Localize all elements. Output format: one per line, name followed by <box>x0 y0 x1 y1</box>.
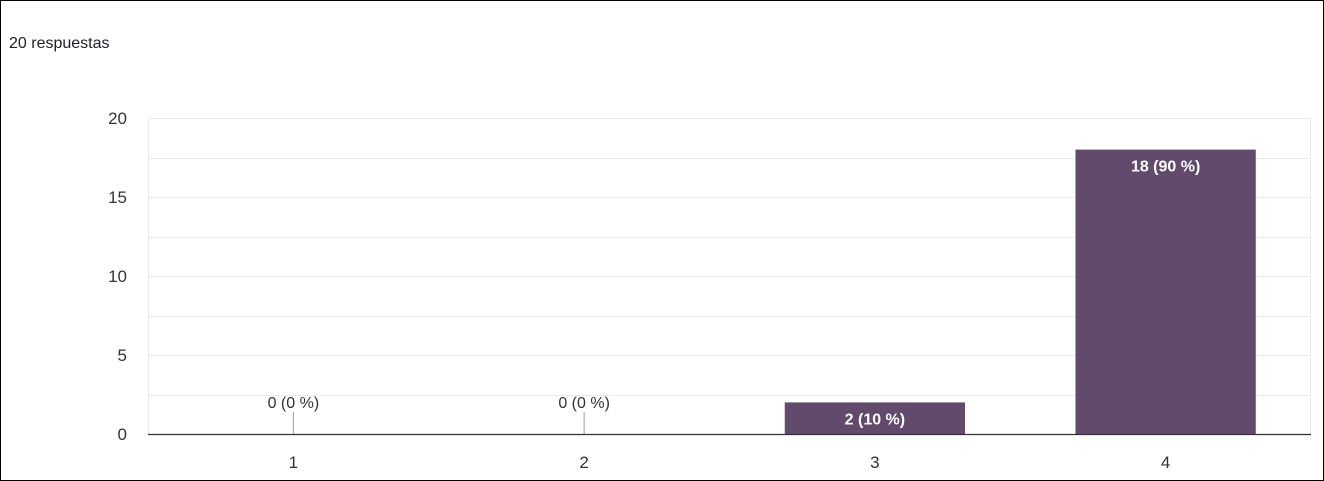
y-tick-label: 20 <box>108 109 127 128</box>
x-tick-label: 3 <box>870 453 879 472</box>
response-count: 20 respuestas <box>9 35 110 52</box>
x-tick-label: 4 <box>1161 453 1170 472</box>
y-tick-label: 15 <box>108 188 127 207</box>
data-label: 0 (0 %) <box>558 395 610 412</box>
x-tick-label: 2 <box>579 453 588 472</box>
data-labels: 0 (0 %) 0 (0 %) 2 (10 %) 18 (90 %) <box>268 159 1200 434</box>
bars <box>784 149 1256 434</box>
y-axis-ticks: 0 5 10 15 20 <box>108 109 127 444</box>
y-tick-label: 5 <box>118 346 127 365</box>
data-label: 0 (0 %) <box>268 395 320 412</box>
x-axis-ticks: 1 2 3 4 <box>289 453 1171 472</box>
x-tick-label: 1 <box>289 453 298 472</box>
y-tick-label: 0 <box>118 425 127 444</box>
bar-3 <box>784 402 966 434</box>
data-label: 18 (90 %) <box>1131 159 1200 176</box>
y-tick-label: 10 <box>108 267 127 286</box>
bar-4 <box>1075 149 1256 434</box>
data-label: 2 (10 %) <box>845 411 905 428</box>
